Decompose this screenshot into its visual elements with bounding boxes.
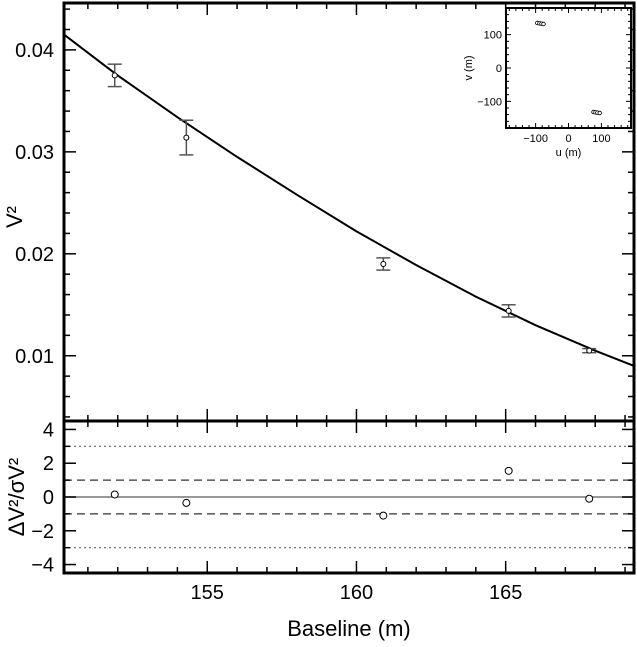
x-tick-label: 165 [489,582,522,604]
inset-x-tick-label: 100 [592,133,610,145]
residual-point [504,466,513,475]
main-y-tick-label: 0.03 [15,142,54,164]
residual-point [110,490,119,499]
residual-panel: −4 −2 0 2 4 155 160 165 Baseline (m) ΔV²/σV² [4,419,636,641]
inset-uv-point [541,21,546,27]
inset-y-tick-label: 0 [496,63,502,75]
inset-x-axis-title: u (m) [556,147,582,159]
main-y-axis-title: V² [2,206,27,228]
residual-y-tick-label: −4 [31,555,54,577]
x-axis-title: Baseline (m) [287,616,410,641]
residual-y-tick-label: 0 [43,487,54,509]
residual-y-tick-label: −2 [31,521,54,543]
inset-frame [505,7,632,129]
inset-y-axis-title: v (m) [463,55,475,80]
inset-uv-panel: −100 0 100 −100 0 100 u (m) v (m) [463,7,632,159]
inset-x-tick-label: −100 [523,133,548,145]
main-y-tick-label: 0.02 [15,244,54,266]
data-point [183,134,190,141]
residual-point [379,511,388,520]
inset-uv-point [597,110,602,116]
model-curve [63,33,635,367]
data-point [380,260,387,267]
residual-y-tick-label: 4 [43,419,54,441]
inset-x-tick-label: 0 [565,133,571,145]
residual-y-tick-label: 2 [43,453,54,475]
data-point [505,307,512,314]
data-point [111,72,118,79]
residual-point [585,494,594,503]
inset-y-tick-label: 100 [484,30,502,42]
main-y-tick-label: 0.04 [15,40,54,62]
main-y-tick-label: 0.01 [15,346,54,368]
data-point [586,347,593,354]
residual-point [182,498,191,507]
x-tick-label: 155 [191,582,224,604]
residual-y-axis-title: ΔV²/σV² [4,458,29,536]
inset-y-tick-label: −100 [477,96,502,108]
x-tick-label: 160 [340,582,373,604]
